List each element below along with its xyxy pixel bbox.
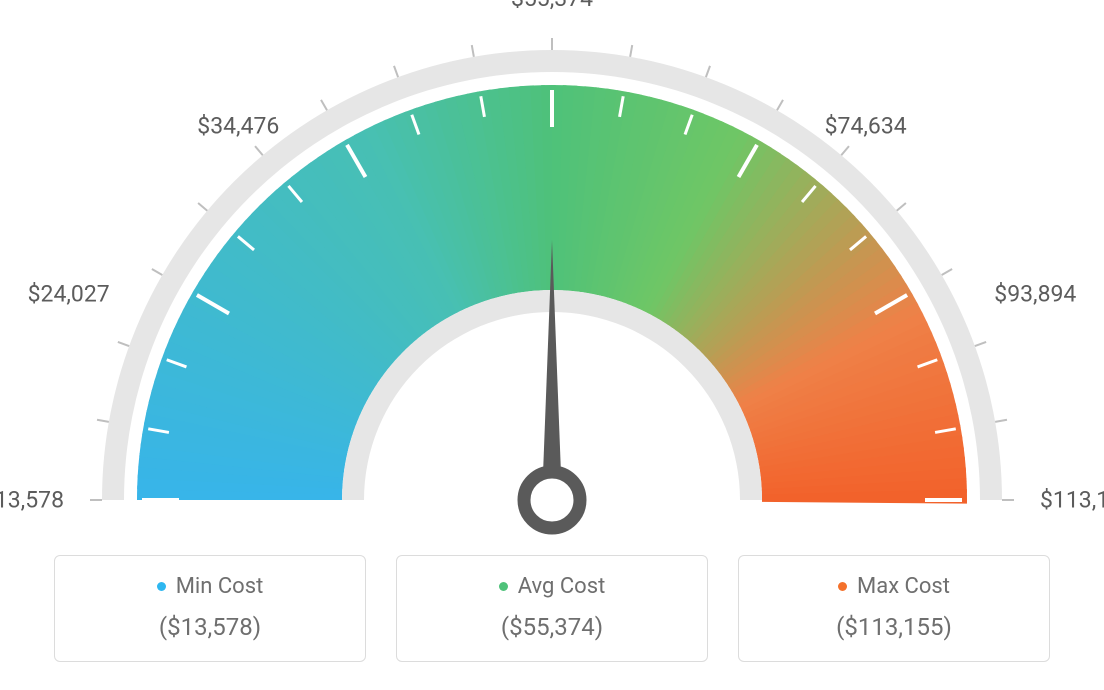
legend-label-min: Min Cost — [157, 574, 264, 599]
legend-value-avg: ($55,374) — [407, 613, 697, 641]
dot-icon — [838, 582, 847, 591]
dot-icon — [499, 582, 508, 591]
legend-value-max: ($113,155) — [749, 613, 1039, 641]
gauge-svg — [0, 0, 1104, 560]
gauge-scale-label: $113,155 — [1040, 487, 1104, 514]
legend-label-text: Avg Cost — [518, 574, 606, 599]
legend-label-max: Max Cost — [838, 574, 950, 599]
gauge-scale-label: $13,578 — [0, 487, 64, 514]
legend-label-text: Min Cost — [176, 574, 264, 599]
legend-card-avg: Avg Cost ($55,374) — [396, 555, 708, 662]
gauge-chart: $13,578 $24,027 $34,476 $55,374 $74,634 $93,8… — [0, 0, 1104, 560]
dot-icon — [157, 582, 166, 591]
legend-card-max: Max Cost ($113,155) — [738, 555, 1050, 662]
gauge-scale-label: $93,894 — [994, 280, 1076, 307]
legend-label-text: Max Cost — [857, 574, 950, 599]
gauge-scale-label: $34,476 — [197, 113, 279, 140]
gauge-scale-label: $55,374 — [511, 0, 593, 12]
legend-card-min: Min Cost ($13,578) — [54, 555, 366, 662]
legend-label-avg: Avg Cost — [499, 574, 606, 599]
gauge-scale-label: $24,027 — [28, 280, 110, 307]
legend-row: Min Cost ($13,578) Avg Cost ($55,374) Ma… — [54, 555, 1050, 662]
legend-value-min: ($13,578) — [65, 613, 355, 641]
gauge-scale-label: $74,634 — [825, 113, 907, 140]
